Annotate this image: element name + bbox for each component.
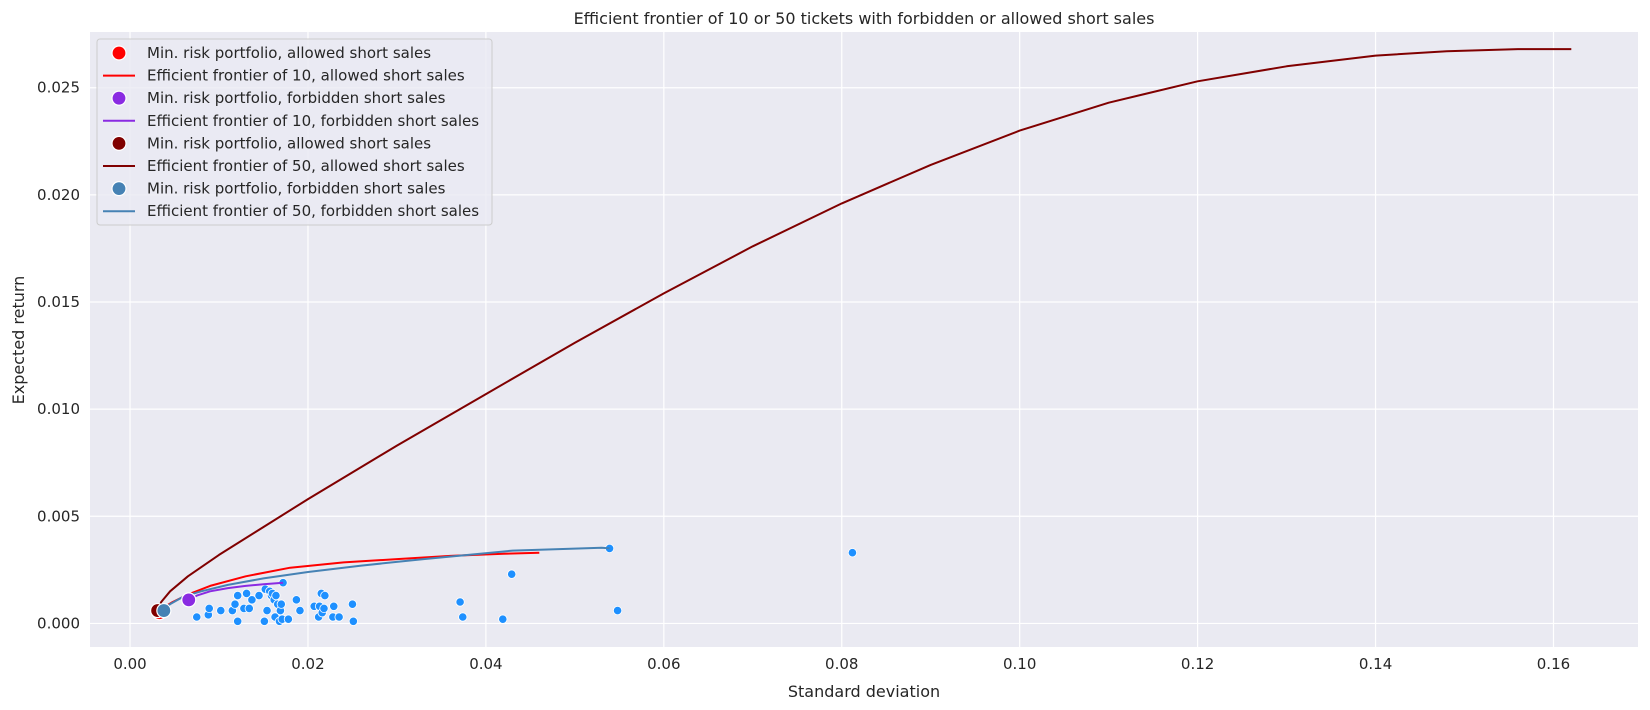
asset-point [612, 605, 623, 616]
asset-point [216, 605, 226, 616]
y-tick-label: 0.015 [37, 293, 80, 311]
asset-point [319, 603, 329, 614]
legend-box [96, 38, 493, 226]
asset-point [455, 597, 465, 607]
asset-point [254, 590, 264, 601]
asset-point [458, 612, 468, 622]
asset-point [507, 569, 517, 579]
tick-labels: 0.00 0.02 0.04 0.06 0.08 0.10 0.12 0.14 0.16 0.00… [37, 79, 1570, 673]
legend-label: Efficient frontier of 50, allowed short … [147, 157, 465, 175]
data-marks [150, 48, 1572, 626]
asset-point [204, 603, 214, 614]
chart-title: Efficient frontier of 10 or 50 tickets w… [574, 9, 1155, 28]
legend-label: Efficient frontier of 10, allowed short … [147, 67, 465, 85]
asset-point [847, 548, 858, 558]
asset-point [192, 612, 202, 622]
asset-point [347, 599, 358, 609]
y-tick-label: 0.025 [37, 79, 80, 97]
x-tick-label: 0.06 [647, 655, 680, 673]
asset-point [320, 590, 330, 601]
asset-point [334, 612, 344, 622]
x-tick-label: 0.10 [1003, 655, 1036, 673]
legend-label: Min. risk portfolio, forbidden short sal… [147, 89, 446, 107]
asset-point [348, 616, 358, 626]
x-tick-label: 0.00 [113, 655, 146, 673]
asset-point [247, 595, 257, 605]
asset-point [262, 605, 272, 616]
asset-point [276, 599, 286, 609]
asset-point [259, 616, 269, 626]
asset-point [233, 590, 243, 601]
legend-label: Efficient frontier of 10, forbidden shor… [147, 112, 479, 130]
legend-label: Min. risk portfolio, forbidden short sal… [147, 180, 446, 198]
legend-label: Min. risk portfolio, allowed short sales [147, 44, 431, 62]
frontier-line [156, 48, 1572, 611]
x-axis-label: Standard deviation [788, 682, 940, 701]
frontier-line [188, 581, 284, 601]
frontier-line [163, 546, 610, 612]
asset-point [498, 614, 508, 624]
legend-label: Min. risk portfolio, allowed short sales [147, 134, 431, 152]
y-tick-label: 0.020 [37, 186, 80, 204]
legend-marker [111, 135, 127, 151]
asset-point [271, 590, 281, 601]
x-tick-label: 0.12 [1181, 655, 1214, 673]
y-tick-label: 0.000 [37, 614, 80, 632]
legend-label: Efficient frontier of 50, forbidden shor… [147, 202, 479, 220]
min-risk-point [181, 592, 197, 608]
asset-point [329, 601, 339, 611]
legend-marker [111, 90, 127, 106]
x-tick-label: 0.04 [469, 655, 502, 673]
x-tick-label: 0.08 [825, 655, 858, 673]
asset-point [230, 599, 240, 609]
asset-point [291, 595, 301, 605]
legend-marker [111, 181, 127, 197]
legend: Min. risk portfolio, allowed short sales… [96, 38, 493, 226]
y-tick-label: 0.005 [37, 507, 80, 525]
legend-marker [111, 45, 127, 61]
y-axis-label: Expected return [9, 276, 28, 405]
asset-point [244, 603, 254, 614]
asset-point [283, 614, 293, 624]
min-risk-point [156, 602, 172, 619]
x-tick-label: 0.02 [291, 655, 324, 673]
asset-point [241, 588, 252, 599]
y-tick-label: 0.010 [37, 400, 80, 418]
x-tick-label: 0.14 [1359, 655, 1392, 673]
asset-point [233, 616, 243, 626]
asset-point [295, 605, 305, 616]
x-tick-label: 0.16 [1537, 655, 1570, 673]
